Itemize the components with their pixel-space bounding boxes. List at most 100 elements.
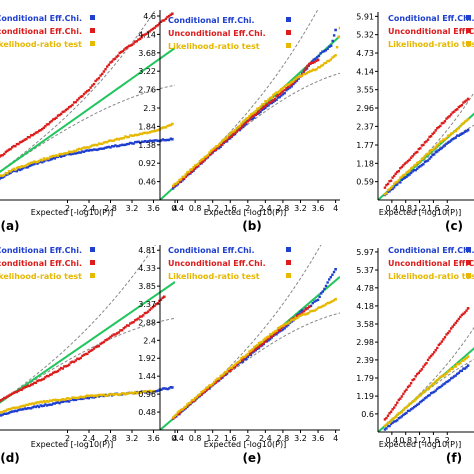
data-point — [181, 177, 184, 181]
data-point — [140, 132, 144, 136]
data-point — [101, 341, 104, 345]
data-point — [1, 176, 4, 179]
data-point — [29, 161, 33, 164]
data-point — [283, 85, 286, 89]
data-point — [79, 356, 82, 360]
data-point — [267, 104, 270, 107]
data-point — [423, 160, 427, 164]
data-point — [270, 96, 273, 99]
data-point — [262, 338, 265, 341]
data-point — [313, 60, 316, 64]
data-point — [64, 365, 68, 368]
data-point — [102, 340, 106, 344]
data-point — [86, 396, 89, 400]
data-point — [291, 80, 294, 84]
data-point — [328, 301, 331, 305]
data-point — [230, 366, 234, 369]
data-point — [10, 168, 14, 172]
data-point — [241, 355, 245, 359]
x-tick-label: 0.8 — [399, 436, 412, 445]
data-point — [319, 52, 322, 55]
data-point — [161, 19, 164, 22]
data-point — [449, 132, 453, 135]
qq-panel: 0.4 0.8 1.2 1.6 2 2.4 2.8 3.2 3.6 40.480.961.441.… — [138, 245, 340, 465]
data-point — [91, 144, 94, 147]
data-point — [48, 403, 52, 406]
data-point — [160, 388, 163, 391]
data-point — [211, 148, 214, 151]
data-point — [252, 346, 256, 349]
data-point — [334, 54, 337, 57]
data-point — [392, 186, 396, 189]
data-point — [268, 96, 272, 100]
data-point — [137, 38, 140, 41]
legend-label: Conditional Eff.Chi. — [0, 14, 82, 23]
y-tick-label: 3.22 — [138, 67, 156, 76]
data-point — [178, 180, 181, 184]
data-point — [127, 135, 130, 139]
data-point — [10, 146, 14, 149]
data-point — [151, 27, 155, 31]
data-point — [79, 397, 82, 401]
data-point — [184, 173, 187, 176]
x-tick-label: 3.2 — [126, 434, 139, 443]
data-point — [161, 138, 165, 141]
data-point — [140, 36, 143, 39]
data-point — [320, 64, 323, 68]
data-point — [1, 153, 4, 157]
data-point — [203, 158, 206, 162]
data-point — [105, 141, 109, 144]
x-axis-label: Expected [-log10(P)] — [379, 440, 461, 449]
data-point — [92, 143, 96, 147]
data-point — [163, 387, 166, 390]
data-point — [257, 345, 261, 349]
data-point — [33, 381, 36, 385]
data-point — [256, 111, 259, 114]
data-point — [400, 175, 404, 178]
data-point — [397, 181, 400, 184]
data-point — [125, 142, 129, 146]
data-point — [12, 169, 15, 172]
data-point — [58, 401, 61, 405]
data-point — [145, 390, 149, 394]
data-point — [94, 394, 97, 397]
data-point — [109, 335, 112, 339]
data-point — [153, 26, 156, 30]
data-point — [132, 392, 135, 395]
data-point — [425, 140, 428, 143]
data-point — [41, 401, 44, 404]
data-point — [205, 155, 208, 158]
data-point — [130, 134, 134, 137]
data-point — [449, 139, 453, 142]
data-point — [232, 364, 235, 368]
legend-marker — [286, 260, 291, 265]
data-point — [173, 416, 176, 419]
data-point — [104, 68, 107, 71]
data-point — [417, 394, 420, 398]
data-point — [419, 165, 422, 168]
y-tick-label: 3.85 — [138, 282, 156, 291]
data-point — [42, 157, 45, 160]
plot-area — [0, 245, 175, 417]
data-point — [260, 106, 264, 110]
data-point — [77, 97, 81, 100]
data-point — [452, 375, 456, 378]
data-point — [408, 173, 411, 176]
data-point — [211, 382, 214, 386]
data-point — [55, 116, 58, 119]
legend-marker — [90, 41, 95, 46]
y-tick-label: 5.91 — [356, 12, 374, 21]
data-point — [206, 153, 210, 157]
data-point — [262, 342, 265, 346]
data-point — [221, 143, 224, 146]
data-point — [126, 46, 129, 49]
data-point — [406, 385, 410, 389]
data-point — [332, 34, 336, 37]
data-point — [217, 145, 221, 148]
data-point — [334, 297, 337, 301]
data-point — [454, 136, 457, 139]
data-point — [37, 405, 41, 409]
data-point — [89, 148, 92, 152]
data-point — [89, 349, 92, 352]
